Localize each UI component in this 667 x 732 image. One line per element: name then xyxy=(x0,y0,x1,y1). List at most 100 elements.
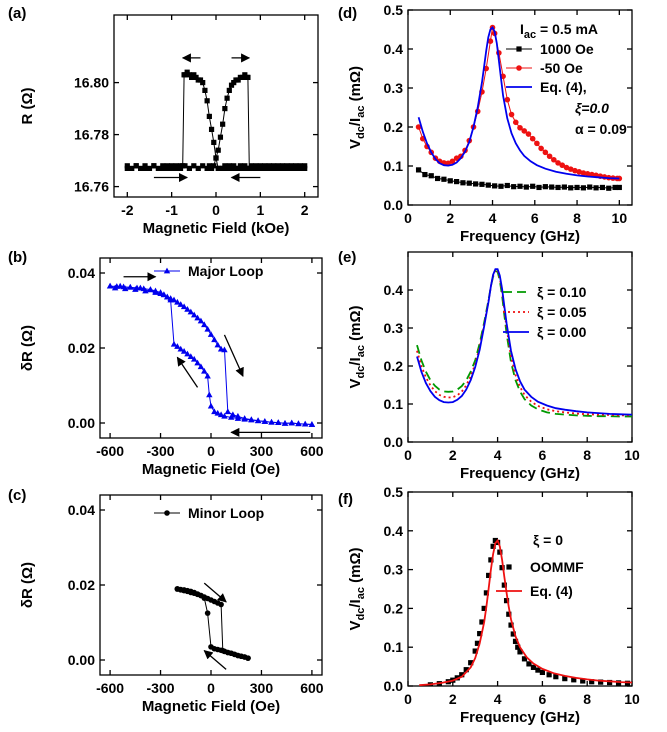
data-point xyxy=(208,126,215,132)
x-tick-label: 300 xyxy=(250,680,274,696)
data-point xyxy=(293,165,299,171)
data-point xyxy=(224,95,230,101)
data-point xyxy=(194,314,201,321)
x-tick-label: 2 xyxy=(446,210,454,226)
x-tick-label: 6 xyxy=(539,691,547,707)
data-point xyxy=(204,98,210,104)
y-tick-label: 0.3 xyxy=(384,320,404,336)
y-tick-label: 0.4 xyxy=(384,282,404,298)
data-point xyxy=(187,308,195,315)
data-point xyxy=(553,674,559,680)
data-point xyxy=(624,680,631,686)
y-tick-label: 0.04 xyxy=(68,502,95,518)
data-point xyxy=(284,163,290,169)
x-axis-title: Magnetic Field (Oe) xyxy=(142,461,280,478)
legend-label: 1000 Oe xyxy=(540,41,594,57)
data-point xyxy=(214,341,221,348)
data-point xyxy=(612,184,618,191)
data-point xyxy=(186,165,192,171)
direction-arrow xyxy=(223,334,244,377)
data-point xyxy=(510,631,516,637)
series-0 xyxy=(427,537,631,686)
data-point xyxy=(415,124,422,130)
y-tick-label: 0.0 xyxy=(384,197,404,213)
data-point xyxy=(138,165,144,171)
data-point xyxy=(551,156,557,163)
plot-area xyxy=(416,268,632,418)
data-point xyxy=(535,667,541,673)
series-2 xyxy=(417,26,620,180)
data-point xyxy=(206,163,212,169)
legend-entry: OOMMF xyxy=(506,559,584,575)
series-2 xyxy=(416,268,632,416)
data-point xyxy=(485,182,491,188)
data-point xyxy=(284,165,290,171)
data-point xyxy=(217,134,224,140)
data-point xyxy=(279,163,286,169)
legend-marker xyxy=(506,564,512,570)
data-point xyxy=(187,353,195,360)
panel-a: (a) -2 -1 0 1 2 16.76 16.78 16.80 Magnetic Field … xyxy=(8,5,319,237)
data-point xyxy=(539,669,545,676)
data-point xyxy=(508,111,515,118)
data-point xyxy=(174,343,181,349)
data-point xyxy=(222,106,228,112)
panel-e: (e) 0 2 4 6 8 10 0.0 0.1 0.2 0.3 0.4 Frequency (GHz)… xyxy=(338,249,640,482)
data-point xyxy=(453,155,460,161)
data-point xyxy=(120,283,127,290)
plot-area xyxy=(124,69,308,171)
x-axis-title: Frequency (GHz) xyxy=(460,465,580,482)
y-tick-label: 0.02 xyxy=(68,340,95,356)
data-point xyxy=(434,175,441,182)
data-point xyxy=(253,163,259,169)
data-point xyxy=(542,184,548,190)
data-point xyxy=(189,74,195,80)
data-point xyxy=(301,420,309,427)
y-tick-label: 0.1 xyxy=(384,396,404,412)
x-tick-label: 10 xyxy=(624,691,640,707)
data-point xyxy=(459,672,465,678)
data-point xyxy=(246,165,252,171)
data-point xyxy=(589,679,595,685)
x-tick-label: 4 xyxy=(489,210,497,226)
data-point xyxy=(241,415,248,422)
data-point xyxy=(257,165,263,171)
x-tick-label: 2 xyxy=(449,447,457,463)
data-point xyxy=(222,163,228,169)
y-tick-label: 0.3 xyxy=(384,562,404,578)
data-point xyxy=(204,325,211,332)
data-point xyxy=(204,372,211,379)
data-point xyxy=(504,96,511,103)
data-point xyxy=(191,72,197,78)
data-point xyxy=(194,359,201,366)
legend-label: ξ = 0.00 xyxy=(537,324,587,340)
data-point xyxy=(529,135,536,142)
data-point xyxy=(572,167,578,174)
data-point xyxy=(521,128,528,134)
data-point xyxy=(546,672,552,678)
x-tick-label: -1 xyxy=(165,202,178,218)
data-point xyxy=(190,311,198,318)
x-tick-label: 8 xyxy=(573,210,581,226)
x-axis-title: Frequency (GHz) xyxy=(460,709,580,726)
data-point xyxy=(266,165,272,171)
data-point xyxy=(479,181,485,187)
data-point xyxy=(244,74,250,80)
x-axis-title: Magnetic Field (Oe) xyxy=(142,698,280,715)
x-tick-label: 600 xyxy=(300,680,324,696)
data-point xyxy=(562,676,568,682)
data-point xyxy=(302,163,308,169)
y-axis-title: Vdc/Iac (mΩ) xyxy=(347,306,367,389)
data-point xyxy=(226,163,232,169)
data-point xyxy=(155,165,161,171)
x-tick-label: 6 xyxy=(531,210,539,226)
data-point xyxy=(262,163,268,169)
plot-frame xyxy=(407,251,633,443)
panel-label: (c) xyxy=(8,487,26,504)
data-point xyxy=(184,350,191,357)
alpha-annotation: α = 0.09 xyxy=(575,121,627,137)
data-point xyxy=(598,679,604,685)
y-tick-label: 0.5 xyxy=(384,484,404,500)
y-tick-label: 0.00 xyxy=(68,652,95,668)
data-point xyxy=(517,124,523,131)
